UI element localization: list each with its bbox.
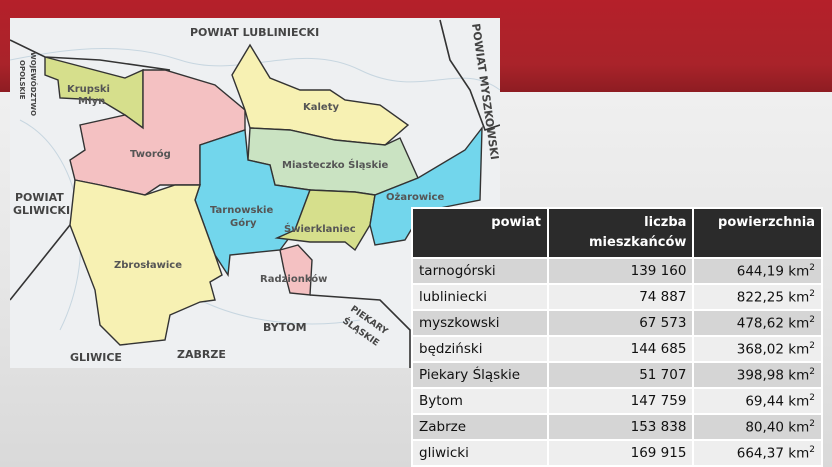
table-row: myszkowski 67 573 478,62 km2 (413, 311, 821, 335)
area-value: 368,02 (736, 341, 784, 358)
area-unit-exponent: 2 (809, 392, 815, 403)
cell-powiat: lubliniecki (413, 285, 547, 309)
area-unit-exponent: 2 (809, 444, 815, 455)
cell-population: 153 838 (549, 415, 693, 439)
area-unit: km (788, 315, 810, 332)
table-row: lubliniecki 74 887 822,25 km2 (413, 285, 821, 309)
label-gory: Góry (230, 217, 257, 229)
label-radzionkow: Radzionków (260, 273, 327, 285)
area-unit: km (788, 419, 810, 436)
label-zbroslawice: Zbrosławice (114, 260, 182, 271)
label-tarnowskie: Tarnowskie (210, 205, 273, 216)
table-row: będziński 144 685 368,02 km2 (413, 337, 821, 361)
label-powiat-lubliniecki: POWIAT LUBLINIECKI (190, 26, 319, 39)
label-ozarowice: Ożarowice (386, 192, 444, 203)
area-unit: km (788, 367, 810, 384)
region-krupski-mlyn[interactable] (44, 56, 144, 130)
cell-powiat: tarnogórski (413, 259, 547, 283)
cell-area: 822,25 km2 (694, 285, 821, 309)
area-unit: km (788, 289, 810, 306)
area-unit-exponent: 2 (809, 340, 815, 351)
cell-population: 144 685 (549, 337, 693, 361)
label-wojewodztwo: WOJEWÓDZTWO (29, 52, 38, 116)
area-value: 664,37 (736, 445, 784, 462)
table-row: Piekary Śląskie 51 707 398,98 km2 (413, 363, 821, 387)
cell-powiat: Piekary Śląskie (413, 363, 547, 387)
header-area: powierzchnia (694, 209, 821, 257)
region-radzionkow[interactable] (279, 244, 313, 296)
cell-powiat: Bytom (413, 389, 547, 413)
label-bytom: BYTOM (263, 321, 307, 334)
region-zbroslawice[interactable] (69, 179, 223, 346)
cell-powiat: gliwicki (413, 441, 547, 465)
cell-population: 147 759 (549, 389, 693, 413)
cell-area: 368,02 km2 (694, 337, 821, 361)
area-value: 80,40 (745, 419, 784, 436)
label-swierklaniec: Świerklaniec (284, 222, 356, 235)
label-tworog: Tworóg (130, 148, 171, 160)
area-unit-exponent: 2 (809, 262, 815, 273)
cell-area: 664,37 km2 (694, 441, 821, 465)
area-unit: km (788, 263, 810, 280)
area-value: 69,44 (745, 393, 784, 410)
label-zabrze: ZABRZE (177, 348, 226, 361)
area-unit-exponent: 2 (809, 418, 815, 429)
area-unit-exponent: 2 (809, 314, 815, 325)
table-row: tarnogórski 139 160 644,19 km2 (413, 259, 821, 283)
label-krupski: Krupski (67, 84, 110, 95)
region-swierklaniec[interactable] (274, 189, 376, 252)
label-mlyn: Młyn (78, 96, 105, 107)
cell-population: 139 160 (549, 259, 693, 283)
map: Krupski Młyn Tworóg Kalety Miasteczko Śl… (10, 18, 500, 368)
area-unit: km (788, 341, 810, 358)
label-gliwicki: GLIWICKI (13, 204, 70, 217)
cell-area: 644,19 km2 (694, 259, 821, 283)
area-value: 822,25 (736, 289, 784, 306)
cell-population: 169 915 (549, 441, 693, 465)
cell-area: 478,62 km2 (694, 311, 821, 335)
label-miasteczko: Miasteczko Śląskie (282, 158, 389, 171)
area-value: 478,62 (736, 315, 784, 332)
header-population: liczba mieszkańców (549, 209, 693, 257)
cell-powiat: będziński (413, 337, 547, 361)
area-value: 398,98 (736, 367, 784, 384)
table-row: gliwicki 169 915 664,37 km2 (413, 441, 821, 465)
label-gliwice: GLIWICE (70, 351, 122, 364)
header-powiat: powiat (413, 209, 547, 257)
table-row: Zabrze 153 838 80,40 km2 (413, 415, 821, 439)
cell-population: 74 887 (549, 285, 693, 309)
area-unit-exponent: 2 (809, 366, 815, 377)
label-opolskie: OPOLSKIE (18, 60, 26, 100)
cell-powiat: myszkowski (413, 311, 547, 335)
area-value: 644,19 (736, 263, 784, 280)
map-svg: Krupski Młyn Tworóg Kalety Miasteczko Śl… (10, 19, 500, 368)
cell-area: 398,98 km2 (694, 363, 821, 387)
cell-area: 69,44 km2 (694, 389, 821, 413)
cell-powiat: Zabrze (413, 415, 547, 439)
table-row: Bytom 147 759 69,44 km2 (413, 389, 821, 413)
cell-population: 51 707 (549, 363, 693, 387)
area-unit-exponent: 2 (809, 288, 815, 299)
cell-area: 80,40 km2 (694, 415, 821, 439)
cell-population: 67 573 (549, 311, 693, 335)
label-kalety: Kalety (303, 102, 339, 113)
area-unit: km (788, 393, 810, 410)
powiat-table: powiat liczba mieszkańców powierzchnia t… (411, 207, 823, 467)
label-powiat: POWIAT (15, 191, 64, 204)
area-unit: km (788, 445, 810, 462)
